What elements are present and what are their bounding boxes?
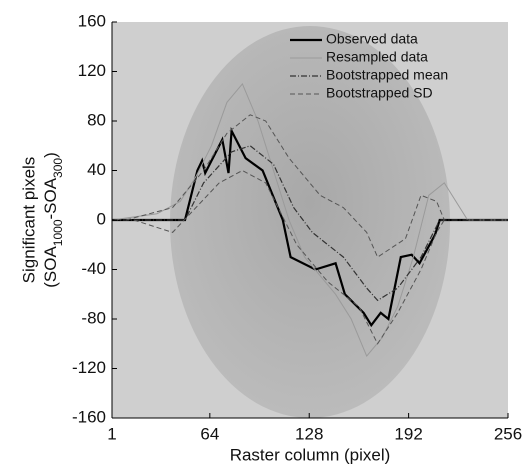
- y-tick-label: 0: [97, 209, 106, 228]
- x-tick-label: 1: [107, 424, 116, 443]
- x-tick-label: 64: [200, 424, 219, 443]
- y-axis-label: (SOA1000-SOA300): [41, 152, 65, 288]
- y-tick-label: 120: [78, 61, 106, 80]
- y-tick-label: -120: [72, 358, 106, 377]
- y-tick-label: -160: [72, 407, 106, 426]
- y-axis-label-part: (SOA: [41, 246, 60, 288]
- legend-label: Bootstrapped SD: [326, 85, 433, 101]
- y-tick-label: -80: [81, 308, 106, 327]
- series-line: [133, 169, 445, 345]
- series-line: [111, 82, 508, 358]
- y-tick-label: 40: [87, 160, 106, 179]
- x-axis-label: Raster column (pixel): [230, 445, 391, 464]
- x-tick-label: 128: [295, 424, 323, 443]
- y-axis-label: Significant pixels: [19, 157, 38, 284]
- y-axis-label-part: ): [41, 152, 60, 158]
- x-tick-label: 192: [394, 424, 422, 443]
- y-axis-label-part: -SOA: [41, 177, 60, 219]
- y-tick-label: -40: [81, 259, 106, 278]
- x-tick-label: 256: [494, 424, 522, 443]
- y-tick-label: 160: [78, 11, 106, 30]
- y-tick-label: 80: [87, 110, 106, 129]
- legend-label: Bootstrapped mean: [326, 67, 448, 83]
- y-axis-label-part: 1000: [51, 219, 65, 246]
- legend-label: Observed data: [326, 31, 418, 47]
- face-image: [170, 26, 450, 418]
- y-axis-label-part: 300: [51, 158, 65, 178]
- legend-label: Resampled data: [326, 49, 428, 65]
- plot-area: [111, 82, 508, 358]
